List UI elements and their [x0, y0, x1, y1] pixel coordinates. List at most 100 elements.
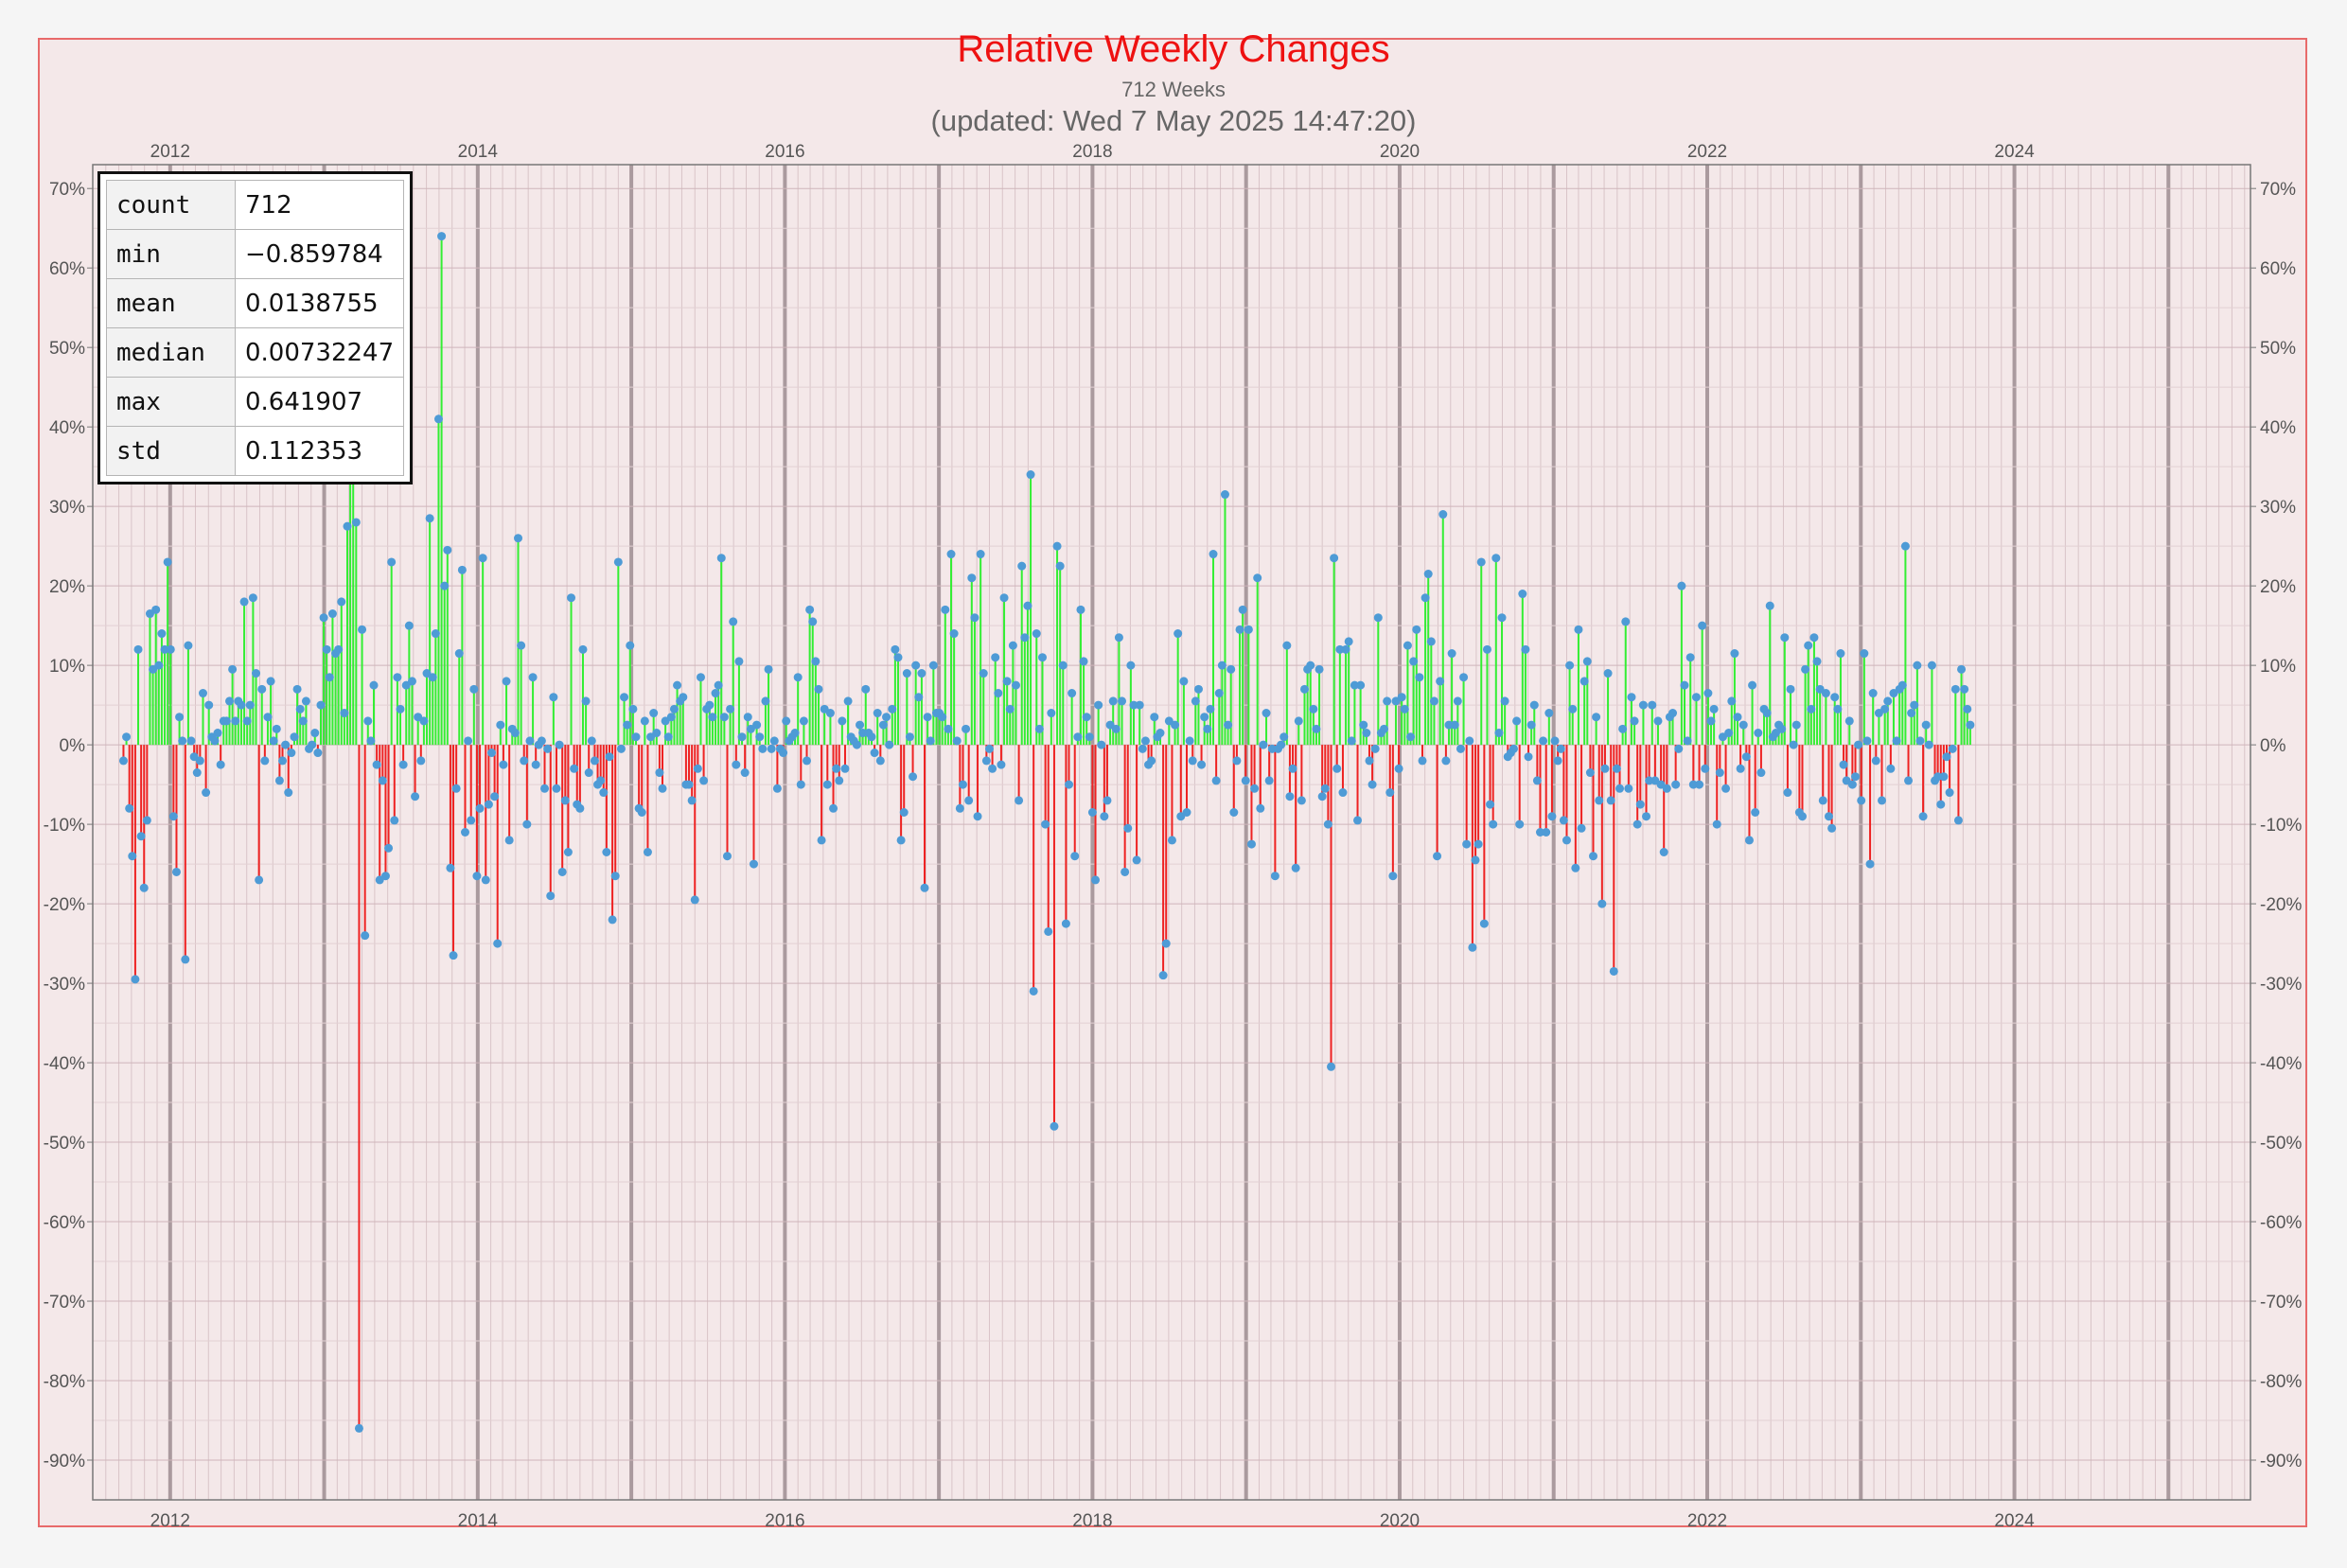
data-point — [856, 720, 865, 730]
data-point — [1214, 689, 1224, 698]
data-point — [1473, 839, 1483, 849]
data-point — [1724, 729, 1734, 738]
data-point — [1579, 677, 1589, 686]
y-tick-label-left: 60% — [49, 259, 85, 279]
data-point — [178, 736, 187, 746]
data-point — [1698, 621, 1707, 630]
data-point — [805, 605, 815, 614]
y-tick-label-left: 10% — [49, 657, 85, 677]
data-point — [870, 749, 879, 758]
data-point — [1359, 720, 1368, 730]
data-point — [398, 760, 408, 769]
stat-label: count — [106, 180, 236, 230]
y-tick-label-left: 30% — [49, 498, 85, 518]
data-point — [1653, 716, 1663, 726]
data-point — [1097, 740, 1106, 749]
data-point — [340, 709, 349, 718]
data-point — [988, 764, 997, 773]
data-point — [1918, 812, 1928, 821]
data-point — [1070, 852, 1080, 861]
data-point — [652, 729, 662, 738]
chart-title: Relative Weekly Changes — [957, 28, 1390, 70]
data-point — [967, 573, 977, 583]
data-point — [705, 700, 715, 710]
data-point — [1055, 561, 1065, 571]
data-point — [260, 756, 270, 766]
data-point — [186, 736, 196, 746]
x-tick-label-bottom: 2024 — [1994, 1511, 2035, 1531]
y-tick-label-right: 20% — [2260, 577, 2296, 597]
data-point — [1589, 852, 1598, 861]
data-point — [1897, 680, 1907, 690]
data-point — [1860, 649, 1869, 659]
data-point — [428, 673, 437, 682]
data-point — [1963, 704, 1972, 714]
data-point — [1433, 852, 1442, 861]
data-point — [743, 713, 752, 722]
stats-row-max: max 0.641907 — [106, 377, 405, 427]
data-point — [1126, 661, 1136, 670]
data-point — [962, 724, 971, 733]
data-point — [1712, 819, 1721, 829]
data-point — [1529, 700, 1539, 710]
data-point — [905, 732, 914, 742]
y-tick-label-right: -20% — [2260, 895, 2302, 915]
y-tick-label-left: -60% — [44, 1213, 85, 1233]
data-point — [1285, 792, 1295, 802]
data-point — [1645, 776, 1654, 785]
data-point — [1924, 740, 1933, 749]
data-point — [1065, 780, 1074, 789]
data-point — [1597, 899, 1607, 908]
data-point — [1535, 828, 1544, 837]
data-point — [1721, 784, 1731, 793]
y-tick-label-right: -80% — [2260, 1372, 2302, 1392]
data-point — [1253, 573, 1262, 583]
data-point — [1185, 736, 1194, 746]
data-point — [278, 756, 288, 766]
data-point — [1191, 696, 1200, 706]
data-point — [449, 951, 458, 960]
data-point — [128, 852, 137, 861]
data-point — [997, 760, 1006, 769]
data-point — [493, 939, 503, 948]
stat-value: 0.0138755 — [234, 278, 405, 328]
data-point — [1606, 796, 1615, 805]
data-point — [1515, 819, 1525, 829]
data-point — [1907, 709, 1916, 718]
data-point — [1087, 808, 1097, 818]
data-point — [803, 756, 812, 766]
y-tick-label-left: -10% — [44, 816, 85, 836]
data-point — [504, 836, 514, 845]
data-point — [316, 700, 326, 710]
data-point — [118, 756, 128, 766]
data-point — [1156, 729, 1165, 738]
data-point — [1011, 680, 1020, 690]
data-point — [1691, 693, 1701, 702]
data-point — [1323, 819, 1332, 829]
y-tick-label-left: 20% — [49, 577, 85, 597]
data-point — [1079, 657, 1088, 666]
data-point — [1015, 796, 1024, 805]
data-point — [1167, 836, 1176, 845]
data-point — [666, 713, 676, 722]
data-point — [555, 740, 564, 749]
data-point — [1317, 792, 1327, 802]
data-point — [543, 744, 553, 753]
data-point — [369, 680, 379, 690]
data-point — [994, 689, 1003, 698]
data-point — [1638, 700, 1648, 710]
data-point — [829, 803, 838, 813]
data-point — [1703, 689, 1713, 698]
data-point — [1362, 729, 1371, 738]
data-point — [1294, 716, 1303, 726]
data-point — [1380, 724, 1389, 733]
data-point — [852, 740, 861, 749]
data-point — [1851, 772, 1861, 782]
data-point — [1350, 680, 1359, 690]
data-point — [1592, 713, 1601, 722]
data-point — [1550, 736, 1560, 746]
data-point — [1632, 819, 1642, 829]
x-tick-label-top: 2018 — [1072, 142, 1112, 162]
data-point — [1685, 653, 1695, 662]
stat-label: std — [106, 426, 236, 476]
